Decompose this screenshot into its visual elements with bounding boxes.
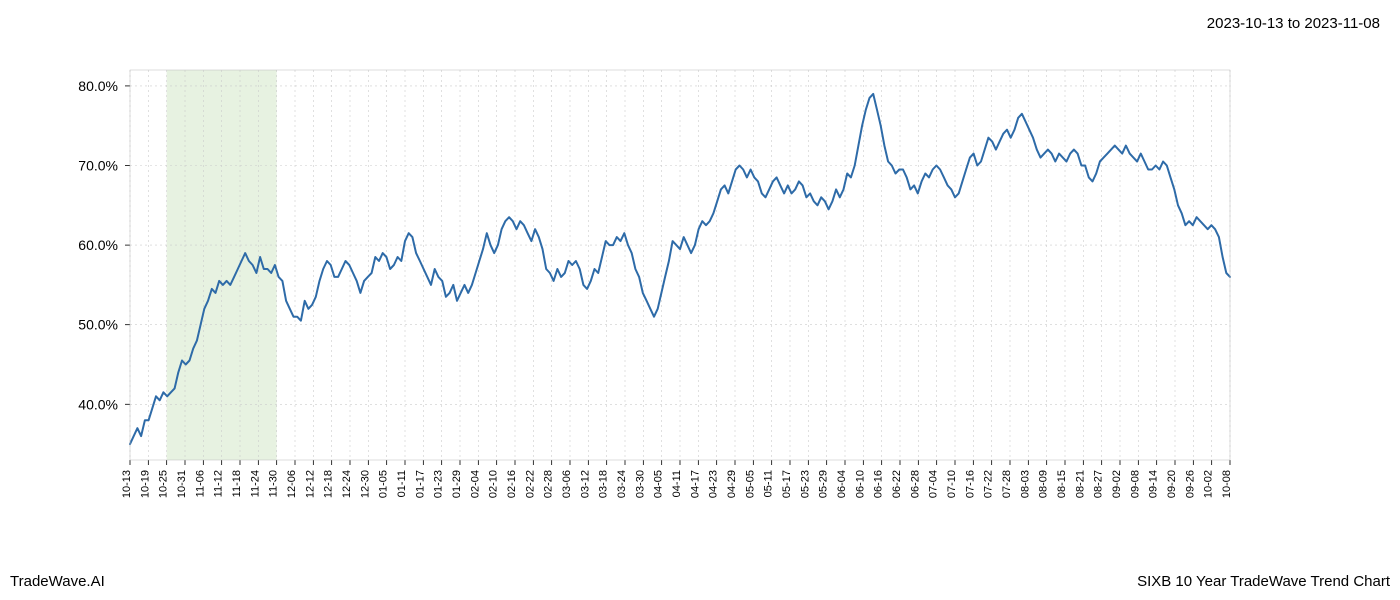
svg-text:09-20: 09-20 xyxy=(1166,470,1178,498)
chart-container: 2023-10-13 to 2023-11-08 40.0% 50.0% 60.0%… xyxy=(0,0,1400,600)
svg-text:02-28: 02-28 xyxy=(543,470,555,498)
svg-text:10-08: 10-08 xyxy=(1221,470,1233,498)
svg-text:12-12: 12-12 xyxy=(304,470,316,498)
footer-brand: TradeWave.AI xyxy=(10,573,105,590)
svg-text:01-11: 01-11 xyxy=(396,470,408,497)
svg-text:11-30: 11-30 xyxy=(268,470,280,497)
svg-text:01-05: 01-05 xyxy=(378,470,390,498)
svg-text:12-30: 12-30 xyxy=(359,470,371,498)
svg-text:10-13: 10-13 xyxy=(121,470,133,498)
svg-text:40.0%: 40.0% xyxy=(78,396,118,412)
svg-text:02-10: 02-10 xyxy=(488,470,500,498)
date-range-label: 2023-10-13 to 2023-11-08 xyxy=(1207,15,1380,32)
svg-text:06-28: 06-28 xyxy=(909,470,921,498)
svg-text:08-21: 08-21 xyxy=(1074,470,1086,498)
trend-chart: 40.0% 50.0% 60.0% 70.0% 80.0% 10-13 10-19 10-25… xyxy=(0,0,1400,600)
svg-text:09-26: 09-26 xyxy=(1184,470,1196,498)
svg-text:01-17: 01-17 xyxy=(414,470,426,498)
svg-text:10-31: 10-31 xyxy=(176,470,188,498)
svg-text:06-16: 06-16 xyxy=(873,470,885,498)
svg-text:11-18: 11-18 xyxy=(231,470,243,497)
svg-text:01-23: 01-23 xyxy=(433,470,445,498)
svg-text:07-04: 07-04 xyxy=(928,470,940,498)
svg-text:11-12: 11-12 xyxy=(213,470,225,497)
svg-text:03-24: 03-24 xyxy=(616,470,628,498)
svg-text:08-15: 08-15 xyxy=(1056,470,1068,498)
svg-text:09-08: 09-08 xyxy=(1129,470,1141,498)
svg-text:07-16: 07-16 xyxy=(964,470,976,498)
svg-text:04-23: 04-23 xyxy=(708,470,720,498)
svg-text:03-18: 03-18 xyxy=(598,470,610,498)
svg-text:03-06: 03-06 xyxy=(561,470,573,498)
svg-text:03-30: 03-30 xyxy=(634,470,646,498)
svg-text:05-11: 05-11 xyxy=(763,470,775,497)
svg-text:04-17: 04-17 xyxy=(689,470,701,498)
footer-title: SIXB 10 Year TradeWave Trend Chart xyxy=(1137,573,1390,590)
svg-text:08-03: 08-03 xyxy=(1019,470,1031,498)
svg-text:06-04: 06-04 xyxy=(836,470,848,498)
svg-text:04-11: 04-11 xyxy=(671,470,683,497)
svg-text:02-16: 02-16 xyxy=(506,470,518,498)
svg-text:12-06: 12-06 xyxy=(286,470,298,498)
svg-text:12-18: 12-18 xyxy=(323,470,335,498)
svg-text:07-10: 07-10 xyxy=(946,470,958,498)
svg-text:09-14: 09-14 xyxy=(1148,470,1160,498)
svg-text:05-05: 05-05 xyxy=(744,470,756,498)
svg-text:08-09: 08-09 xyxy=(1038,470,1050,498)
svg-text:05-17: 05-17 xyxy=(781,470,793,498)
svg-text:10-25: 10-25 xyxy=(158,470,170,498)
svg-text:05-29: 05-29 xyxy=(818,470,830,498)
svg-text:04-29: 04-29 xyxy=(726,470,738,498)
svg-text:06-22: 06-22 xyxy=(891,470,903,498)
svg-text:50.0%: 50.0% xyxy=(78,317,118,333)
svg-text:02-22: 02-22 xyxy=(524,470,536,498)
svg-text:06-10: 06-10 xyxy=(854,470,866,498)
svg-text:09-02: 09-02 xyxy=(1111,470,1123,498)
svg-text:80.0%: 80.0% xyxy=(78,78,118,94)
svg-text:03-12: 03-12 xyxy=(579,470,591,498)
svg-text:11-06: 11-06 xyxy=(194,470,206,497)
svg-text:60.0%: 60.0% xyxy=(78,237,118,253)
svg-text:11-24: 11-24 xyxy=(249,470,261,497)
svg-text:07-22: 07-22 xyxy=(983,470,995,498)
svg-text:10-19: 10-19 xyxy=(139,470,151,498)
svg-text:10-02: 10-02 xyxy=(1203,470,1215,498)
svg-text:07-28: 07-28 xyxy=(1001,470,1013,498)
svg-text:01-29: 01-29 xyxy=(451,470,463,498)
svg-text:70.0%: 70.0% xyxy=(78,158,118,174)
svg-text:05-23: 05-23 xyxy=(799,470,811,498)
svg-text:12-24: 12-24 xyxy=(341,470,353,498)
svg-text:08-27: 08-27 xyxy=(1093,470,1105,498)
svg-text:02-04: 02-04 xyxy=(469,470,481,498)
svg-text:04-05: 04-05 xyxy=(653,470,665,498)
